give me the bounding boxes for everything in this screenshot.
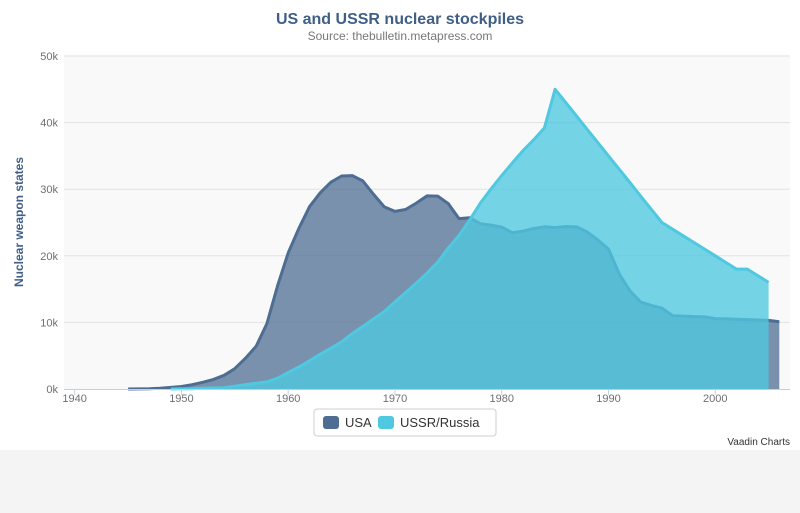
chart-svg: 1940 1950 1960 1970 1980 1990 2000 0k 10k 20k 30k… <box>12 11 790 448</box>
x-tick-label: 1940 <box>62 393 86 405</box>
chart-container: 1940 1950 1960 1970 1980 1990 2000 0k 10k 20k 30k… <box>0 0 800 450</box>
credits-link[interactable]: Vaadin Charts <box>727 437 790 448</box>
y-tick-label: 40k <box>40 118 58 130</box>
x-tick-label: 1950 <box>169 393 193 405</box>
y-tick-label: 0k <box>46 384 58 396</box>
legend-box <box>313 408 497 437</box>
series-areas <box>128 87 780 391</box>
x-axis: 1940 1950 1960 1970 1980 1990 2000 <box>62 389 790 405</box>
x-tick-label: 1980 <box>489 393 513 405</box>
legend-swatch-usa <box>323 416 339 429</box>
x-tick-label: 1960 <box>276 393 300 405</box>
y-axis-title: Nuclear weapon states <box>12 157 26 287</box>
y-tick-label: 50k <box>40 51 58 63</box>
series-ussr-russia[interactable] <box>170 87 770 391</box>
legend: USA USSR/Russia <box>313 408 497 437</box>
x-tick-label: 1990 <box>596 393 620 405</box>
x-tick-label: 2000 <box>703 393 727 405</box>
x-tick-label: 1970 <box>383 393 407 405</box>
y-tick-label: 20k <box>40 251 58 263</box>
legend-swatch-ussr-russia <box>378 416 394 429</box>
y-tick-label: 10k <box>40 317 58 329</box>
line-ussr-russia[interactable] <box>170 87 770 391</box>
y-tick-label: 30k <box>40 184 58 196</box>
legend-item-usa[interactable]: USA <box>323 415 372 430</box>
y-axis: 0k 10k 20k 30k 40k 50k <box>40 51 58 396</box>
legend-item-ussr-russia[interactable]: USSR/Russia <box>378 415 480 430</box>
area-ussr-russia[interactable] <box>170 89 769 390</box>
legend-label-usa: USA <box>345 415 372 430</box>
chart-title: US and USSR nuclear stockpiles <box>276 11 524 28</box>
legend-label-ussr-russia: USSR/Russia <box>400 415 480 430</box>
chart-subtitle: Source: thebulletin.metapress.com <box>308 29 493 43</box>
